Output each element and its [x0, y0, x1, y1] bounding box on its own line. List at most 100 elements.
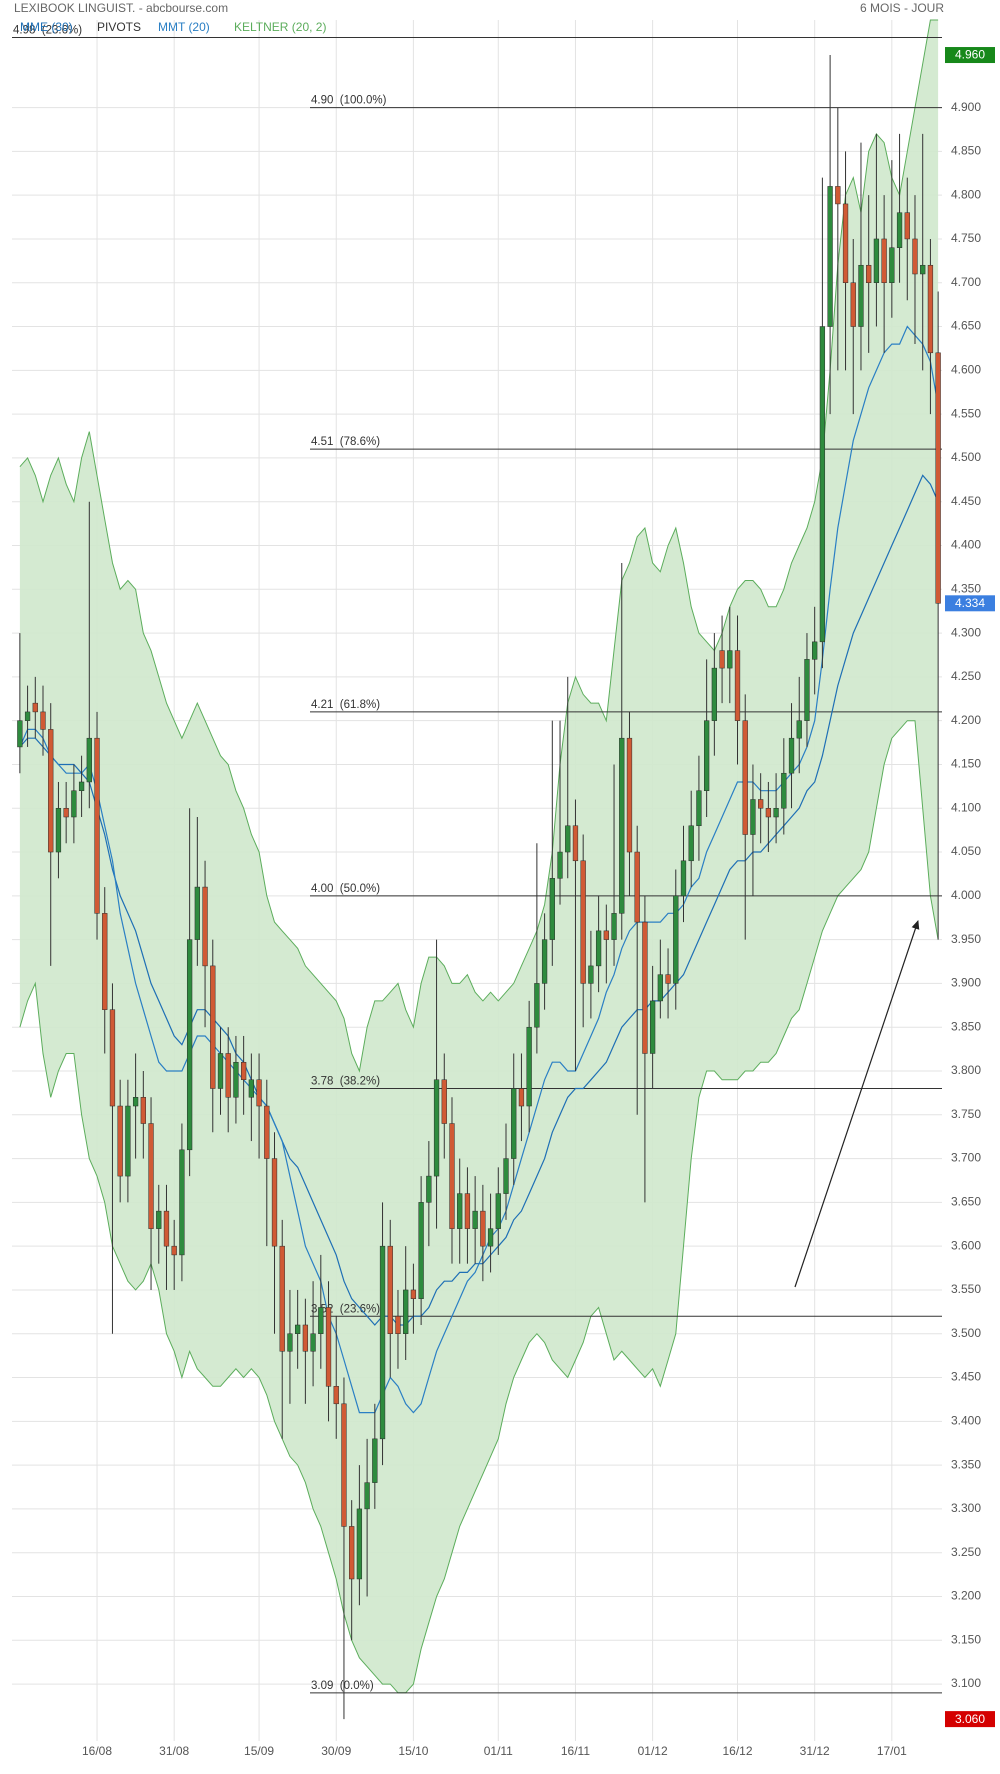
candle-body: [333, 1386, 339, 1405]
price-tag: [945, 47, 995, 64]
candle-body: [819, 326, 826, 643]
candle-body: [758, 799, 764, 809]
candle-body: [179, 1149, 185, 1256]
y-tick-label: 4.900: [951, 100, 981, 114]
candle-body: [171, 1245, 177, 1256]
candle-body: [873, 238, 880, 283]
candle-body: [480, 1210, 486, 1247]
legend-entry: MMT (20): [158, 20, 210, 34]
y-tick-label: 4.450: [951, 494, 981, 508]
candle-body: [410, 1289, 417, 1299]
price-tag: [945, 1711, 995, 1728]
labels: 3.100 3.150 3.200 3.250 3.300 3.350 3.400 3.450…: [20, 20, 995, 1758]
candle-body: [734, 650, 741, 721]
pivot-label: 4.21 (61.8%): [311, 699, 380, 711]
legend-entry: PIVOTS: [97, 20, 141, 34]
candle-body: [163, 1210, 170, 1247]
y-tick-label: 4.100: [951, 800, 981, 814]
pivot-label: 4.51 (78.6%): [311, 436, 380, 448]
annotation-arrow: [794, 920, 920, 1288]
candle-body: [63, 807, 69, 818]
y-tick-label: 4.400: [951, 538, 981, 552]
candle-body: [32, 702, 38, 713]
candle-body: [657, 974, 663, 1002]
x-tick-label: 17/01: [877, 1744, 907, 1758]
candle-body: [240, 1061, 247, 1081]
candle-body: [788, 737, 795, 774]
candle-body: [225, 1053, 231, 1098]
candle-body: [549, 878, 555, 940]
candle-body: [881, 238, 887, 283]
candle-body: [626, 737, 633, 853]
legend-entry: MME (30): [20, 20, 73, 34]
chart-period: 6 MOIS - JOUR: [860, 1, 944, 15]
candle-body: [912, 238, 918, 275]
candle-body: [86, 737, 92, 783]
candle-body: [449, 1123, 455, 1229]
x-tick-label: 01/11: [484, 1744, 513, 1758]
y-tick-label: 4.050: [951, 844, 981, 858]
candle-body: [71, 790, 77, 818]
keltner-upper: [19, 19, 939, 1073]
candle-body: [140, 1097, 146, 1124]
x-tick-label: 16/08: [82, 1744, 112, 1758]
candle-body: [48, 729, 54, 853]
candle-body: [287, 1333, 293, 1352]
y-tick-label: 3.500: [951, 1326, 981, 1340]
x-tick-label: 16/12: [722, 1744, 752, 1758]
y-tick-label: 4.300: [951, 625, 981, 639]
y-tick-label: 4.800: [951, 187, 981, 201]
candle-body: [426, 1175, 432, 1203]
candle-body: [487, 1228, 494, 1247]
candle-body: [727, 650, 733, 669]
candle-body: [619, 737, 625, 914]
candle-body: [55, 807, 62, 853]
candle-body: [603, 930, 609, 940]
pivot-label: 3.09 (0.0%): [311, 1680, 374, 1692]
candle-body: [711, 667, 718, 721]
candle-body: [102, 913, 108, 1010]
y-tick-label: 3.750: [951, 1107, 981, 1121]
y-tick-label: 4.750: [951, 231, 981, 245]
y-tick-label: 4.700: [951, 275, 981, 289]
chart-title: LEXIBOOK LINGUIST. - abcbourse.com: [14, 1, 228, 15]
candle-body: [264, 1105, 270, 1159]
pivot-label: 4.90 (100.0%): [311, 95, 387, 107]
candle-body: [40, 711, 46, 730]
y-tick-label: 3.600: [951, 1238, 981, 1252]
candle-body: [217, 1053, 224, 1089]
candle-body: [896, 212, 903, 248]
candle-body: [719, 650, 725, 669]
candle-body: [680, 860, 687, 897]
y-tick-label: 3.200: [951, 1589, 981, 1603]
y-tick-label: 4.550: [951, 406, 981, 420]
candle-body: [94, 737, 100, 914]
legend-entry: KELTNER (20, 2): [234, 20, 326, 34]
keltner-fill: [19, 20, 939, 1693]
candle-body: [634, 851, 640, 923]
candle-body: [194, 886, 200, 940]
candle-body: [565, 825, 571, 853]
price-tag-label: 4.960: [955, 48, 985, 62]
candle-body: [248, 1079, 255, 1098]
candle-body: [109, 1009, 116, 1107]
y-tick-label: 3.150: [951, 1632, 981, 1646]
candle-body: [24, 711, 31, 721]
candle-body: [804, 659, 810, 721]
candle-body: [842, 203, 849, 283]
candle-body: [403, 1289, 409, 1334]
x-tick-label: 31/08: [159, 1744, 189, 1758]
candle-body: [649, 1000, 656, 1054]
candle-body: [387, 1245, 393, 1334]
candle-body: [457, 1193, 463, 1229]
x-tick-label: 16/11: [561, 1744, 590, 1758]
candle-body: [866, 264, 872, 283]
candle-body: [256, 1079, 262, 1107]
candle-body: [202, 886, 208, 967]
y-tick-label: 3.550: [951, 1282, 981, 1296]
x-tick-label: 01/12: [638, 1744, 668, 1758]
candle-body: [904, 212, 910, 240]
candle-body: [595, 930, 602, 967]
keltner-band: [19, 19, 939, 1694]
